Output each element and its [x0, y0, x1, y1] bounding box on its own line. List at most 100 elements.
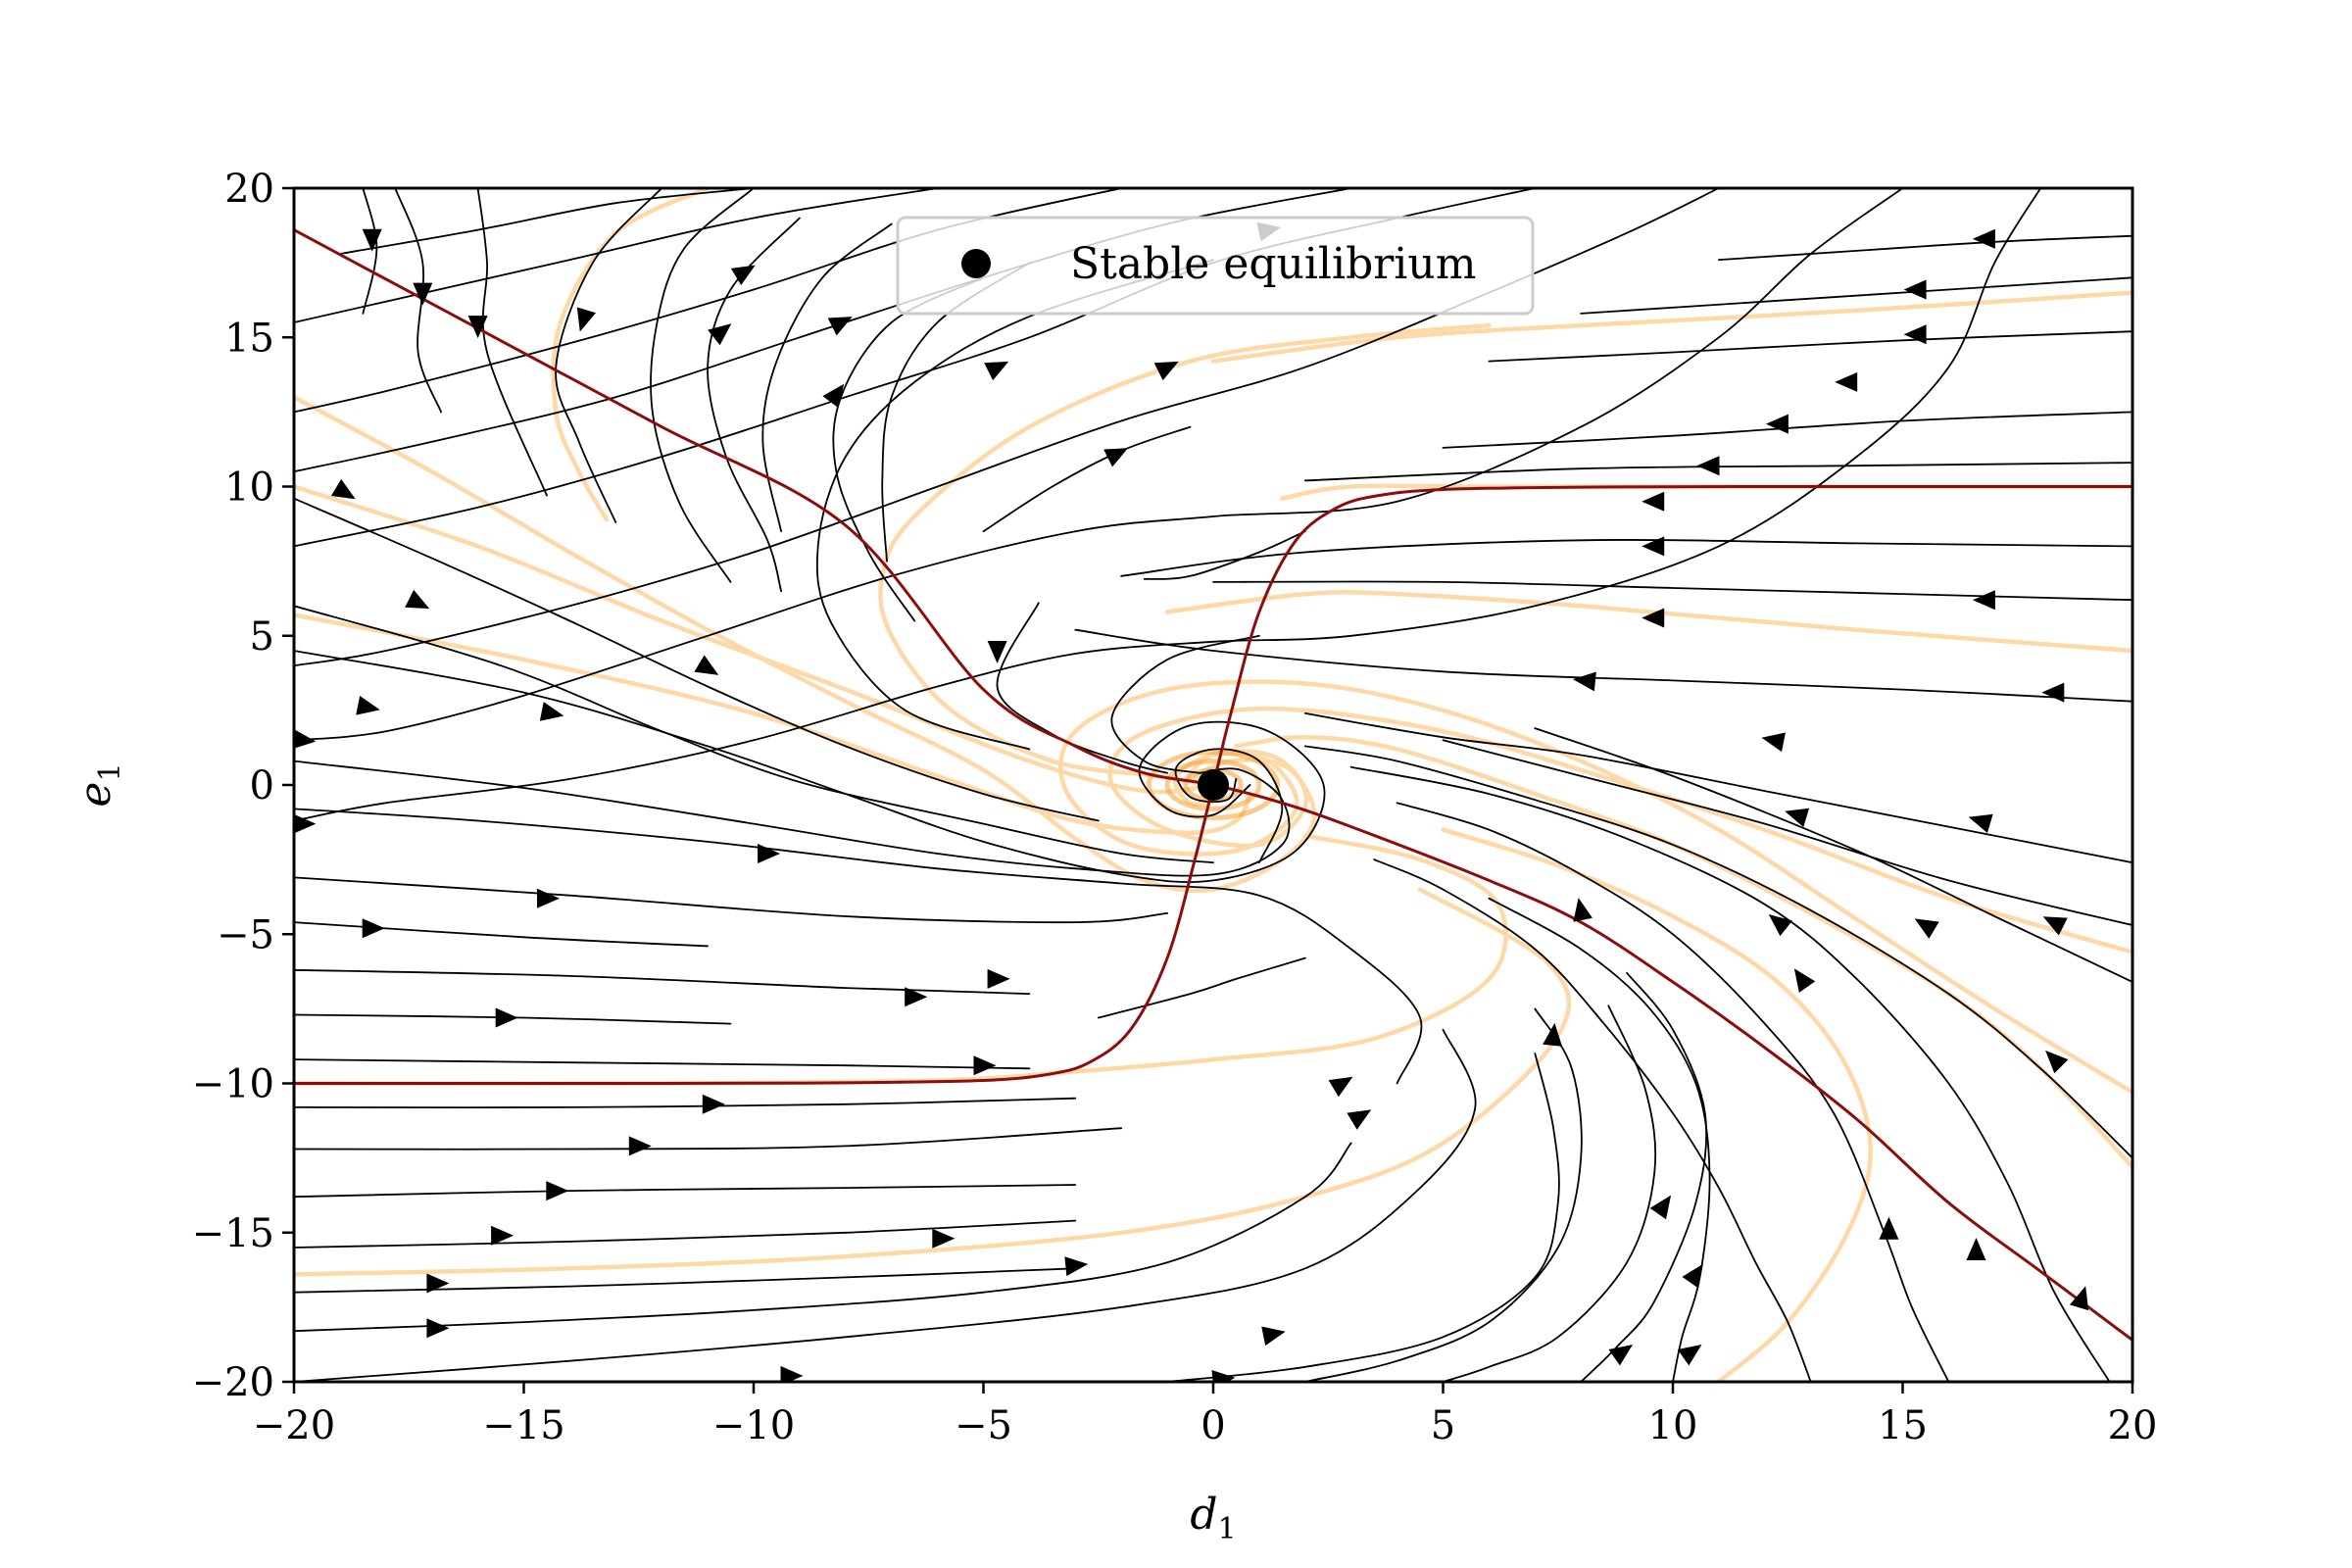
- legend: Stable equilibrium: [896, 216, 1535, 316]
- stream-arrow: [1761, 732, 1786, 753]
- streamline: [294, 1267, 1077, 1294]
- stream-arrow: [1103, 448, 1129, 467]
- stream-arrows: [294, 221, 2089, 1382]
- trajectory-line: [551, 188, 710, 522]
- nullcline-diagonal: [294, 228, 2132, 1342]
- streamlines: [294, 188, 2132, 1382]
- stream-arrow: [1914, 918, 1939, 939]
- trajectory-line: [294, 612, 1252, 835]
- stream-arrow: [362, 918, 385, 939]
- stream-arrow: [294, 729, 317, 750]
- y-axis-label: e1: [71, 762, 127, 807]
- streamline: [394, 188, 442, 414]
- legend-box: [896, 216, 1535, 316]
- stream-arrow: [356, 696, 380, 715]
- streamline: [294, 188, 1720, 667]
- streamline: [1166, 1053, 1560, 1382]
- streamline: [294, 1058, 1031, 1070]
- streamline: [294, 1028, 1477, 1382]
- stream-arrow: [730, 265, 756, 286]
- y-tick-label: 10: [224, 466, 274, 511]
- streamline: [294, 876, 1168, 924]
- trajectory-line: [294, 887, 1572, 1277]
- stream-arrow: [467, 316, 488, 339]
- stream-arrow: [495, 1007, 518, 1028]
- x-tick-label: −5: [955, 1403, 1012, 1448]
- x-tick-label: −15: [482, 1403, 564, 1448]
- streamline: [1349, 765, 2111, 1382]
- stream-arrow: [984, 361, 1009, 381]
- stream-arrow: [1903, 279, 1927, 300]
- stream-arrow: [905, 987, 928, 1007]
- y-tick-label: −20: [192, 1360, 274, 1405]
- streamline: [1303, 1007, 1583, 1382]
- stream-arrow: [1608, 1345, 1634, 1366]
- stream-arrow: [1972, 590, 1995, 611]
- trajectory-line: [1164, 589, 2132, 654]
- streamline: [815, 259, 1214, 751]
- y-tick-label: −10: [192, 1062, 274, 1107]
- x-tick-label: −20: [253, 1403, 335, 1448]
- stream-arrow: [1573, 898, 1592, 922]
- stream-arrow: [1879, 1216, 1899, 1240]
- streamline: [1442, 739, 2132, 926]
- spiral-ring: [1146, 750, 1281, 820]
- streamline: [294, 188, 2042, 822]
- stream-arrow: [708, 323, 732, 346]
- streamline: [294, 1142, 1352, 1333]
- stream-arrow: [987, 641, 1007, 663]
- stream-arrow: [413, 282, 433, 306]
- stream-arrow: [1793, 968, 1816, 993]
- streamline: [1396, 802, 1950, 1382]
- streamline: [1120, 539, 2132, 577]
- stream-arrow: [2042, 916, 2068, 936]
- stream-arrow: [1642, 491, 1665, 512]
- stream-arrow: [694, 655, 719, 675]
- trajectory-line: [1058, 679, 2132, 1095]
- stream-arrow: [1768, 913, 1792, 937]
- y-tick-label: 20: [224, 167, 274, 212]
- y-tick-label: 5: [250, 614, 274, 660]
- x-tick-label: −10: [712, 1403, 795, 1448]
- stream-arrow: [1347, 1109, 1372, 1130]
- stream-arrow: [294, 813, 317, 834]
- streamline: [1442, 1004, 1657, 1382]
- stream-arrow: [973, 1055, 997, 1076]
- streamline: [982, 425, 1192, 533]
- streamline: [294, 1184, 1077, 1199]
- trajectory-line: [294, 484, 1216, 795]
- x-tick-label: 15: [1878, 1403, 1928, 1448]
- stream-arrow: [827, 317, 853, 336]
- stream-arrow: [1153, 361, 1179, 381]
- streamline: [294, 605, 1214, 864]
- spiral-ring: [1164, 759, 1262, 811]
- stream-arrow: [1543, 1022, 1563, 1047]
- stream-arrow: [539, 702, 564, 721]
- streamline: [362, 188, 378, 315]
- stream-arrow: [546, 1181, 569, 1201]
- stream-arrow: [1642, 536, 1665, 557]
- stream-arrow: [1696, 456, 1720, 476]
- stream-arrow: [1064, 1256, 1089, 1277]
- y-axis: −20 −15 −10 −5 0 5 10 15 20: [192, 167, 294, 1405]
- stream-arrow: [932, 1228, 956, 1249]
- streamline: [1580, 276, 2132, 315]
- streamline: [294, 497, 1100, 822]
- y-tick-label: −5: [217, 912, 274, 957]
- streamline: [1303, 745, 2132, 1159]
- stream-arrow: [758, 844, 781, 863]
- stream-arrow: [780, 1365, 804, 1382]
- stream-arrow: [1972, 228, 1995, 249]
- stream-arrow: [1642, 608, 1665, 628]
- streamline: [294, 1013, 732, 1025]
- stream-arrow: [491, 1225, 514, 1246]
- streamline: [1174, 748, 1284, 864]
- trajectory-line: [878, 322, 1492, 788]
- stream-arrow: [2041, 682, 2065, 703]
- streamline: [1488, 897, 1711, 1382]
- stream-arrow: [405, 589, 430, 610]
- stream-arrow: [1328, 1076, 1353, 1098]
- streamline: [294, 921, 709, 948]
- x-tick-label: 10: [1648, 1403, 1698, 1448]
